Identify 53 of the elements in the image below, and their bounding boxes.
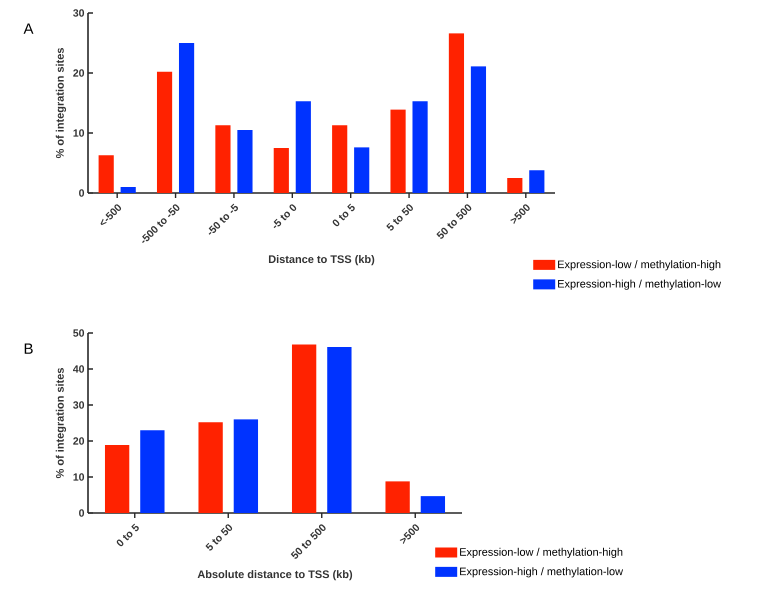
bar [448, 33, 464, 193]
y-tick-label: 30 [73, 9, 84, 17]
y-tick-label: 10 [74, 129, 84, 137]
y-tick-label: 20 [73, 437, 84, 445]
y-tick-label: 30 [73, 401, 84, 409]
bar [332, 125, 348, 193]
bar [292, 344, 316, 513]
y-tick-label: 0 [79, 189, 84, 197]
bar [104, 444, 130, 513]
bar [215, 125, 231, 193]
x-axis-title: Distance to TSS (kb) [268, 255, 374, 266]
text: B [24, 343, 33, 354]
x-tick-label: 5 to 50 [205, 524, 232, 551]
x-tick-label: -5 to 0 [274, 204, 296, 228]
bar [237, 130, 253, 193]
bar [178, 42, 194, 193]
bar [385, 481, 410, 513]
x-tick-label: 0 to 5 [116, 524, 139, 546]
bar [98, 155, 114, 193]
x-tick-label: -500 to -50 [142, 204, 180, 243]
x-tick-label: 0 to 5 [332, 204, 355, 226]
bar [354, 147, 370, 193]
y-axis-title: % of integration sites [56, 368, 66, 478]
y-tick-label: 10 [74, 473, 84, 481]
bar [529, 170, 544, 193]
bar [140, 430, 165, 513]
bar [156, 72, 172, 193]
bar [412, 101, 428, 193]
bar [507, 178, 522, 193]
y-axis-title: % of integration sites [56, 48, 66, 158]
y-tick-label: 40 [73, 365, 84, 373]
legend-label: Expression-low / methylation-high [558, 260, 720, 270]
text: A [24, 23, 34, 34]
y-tick-label: 20 [73, 69, 84, 77]
x-tick-label: -50 to -5 [208, 204, 238, 235]
legend-label: Expression-high / methylation-low [558, 280, 722, 290]
x-axis-title: Absolute distance to TSS (kb) [198, 570, 352, 580]
legend-label: Expression-high / methylation-low [460, 567, 624, 578]
bar [274, 148, 289, 193]
bar [198, 422, 223, 513]
bar [420, 496, 446, 513]
bar [390, 110, 406, 193]
bar [120, 186, 136, 193]
bar [234, 419, 258, 513]
y-tick-label: 0 [79, 509, 84, 517]
legend-label: Expression-low / methylation-high [460, 548, 622, 558]
x-tick-label: 5 to 50 [386, 204, 413, 231]
bar [327, 347, 352, 513]
x-tick-label: 50 to 500 [290, 524, 326, 559]
bar [296, 101, 311, 193]
bar [470, 66, 486, 193]
y-tick-label: 50 [73, 329, 84, 337]
x-tick-label: 50 to 500 [436, 204, 472, 239]
